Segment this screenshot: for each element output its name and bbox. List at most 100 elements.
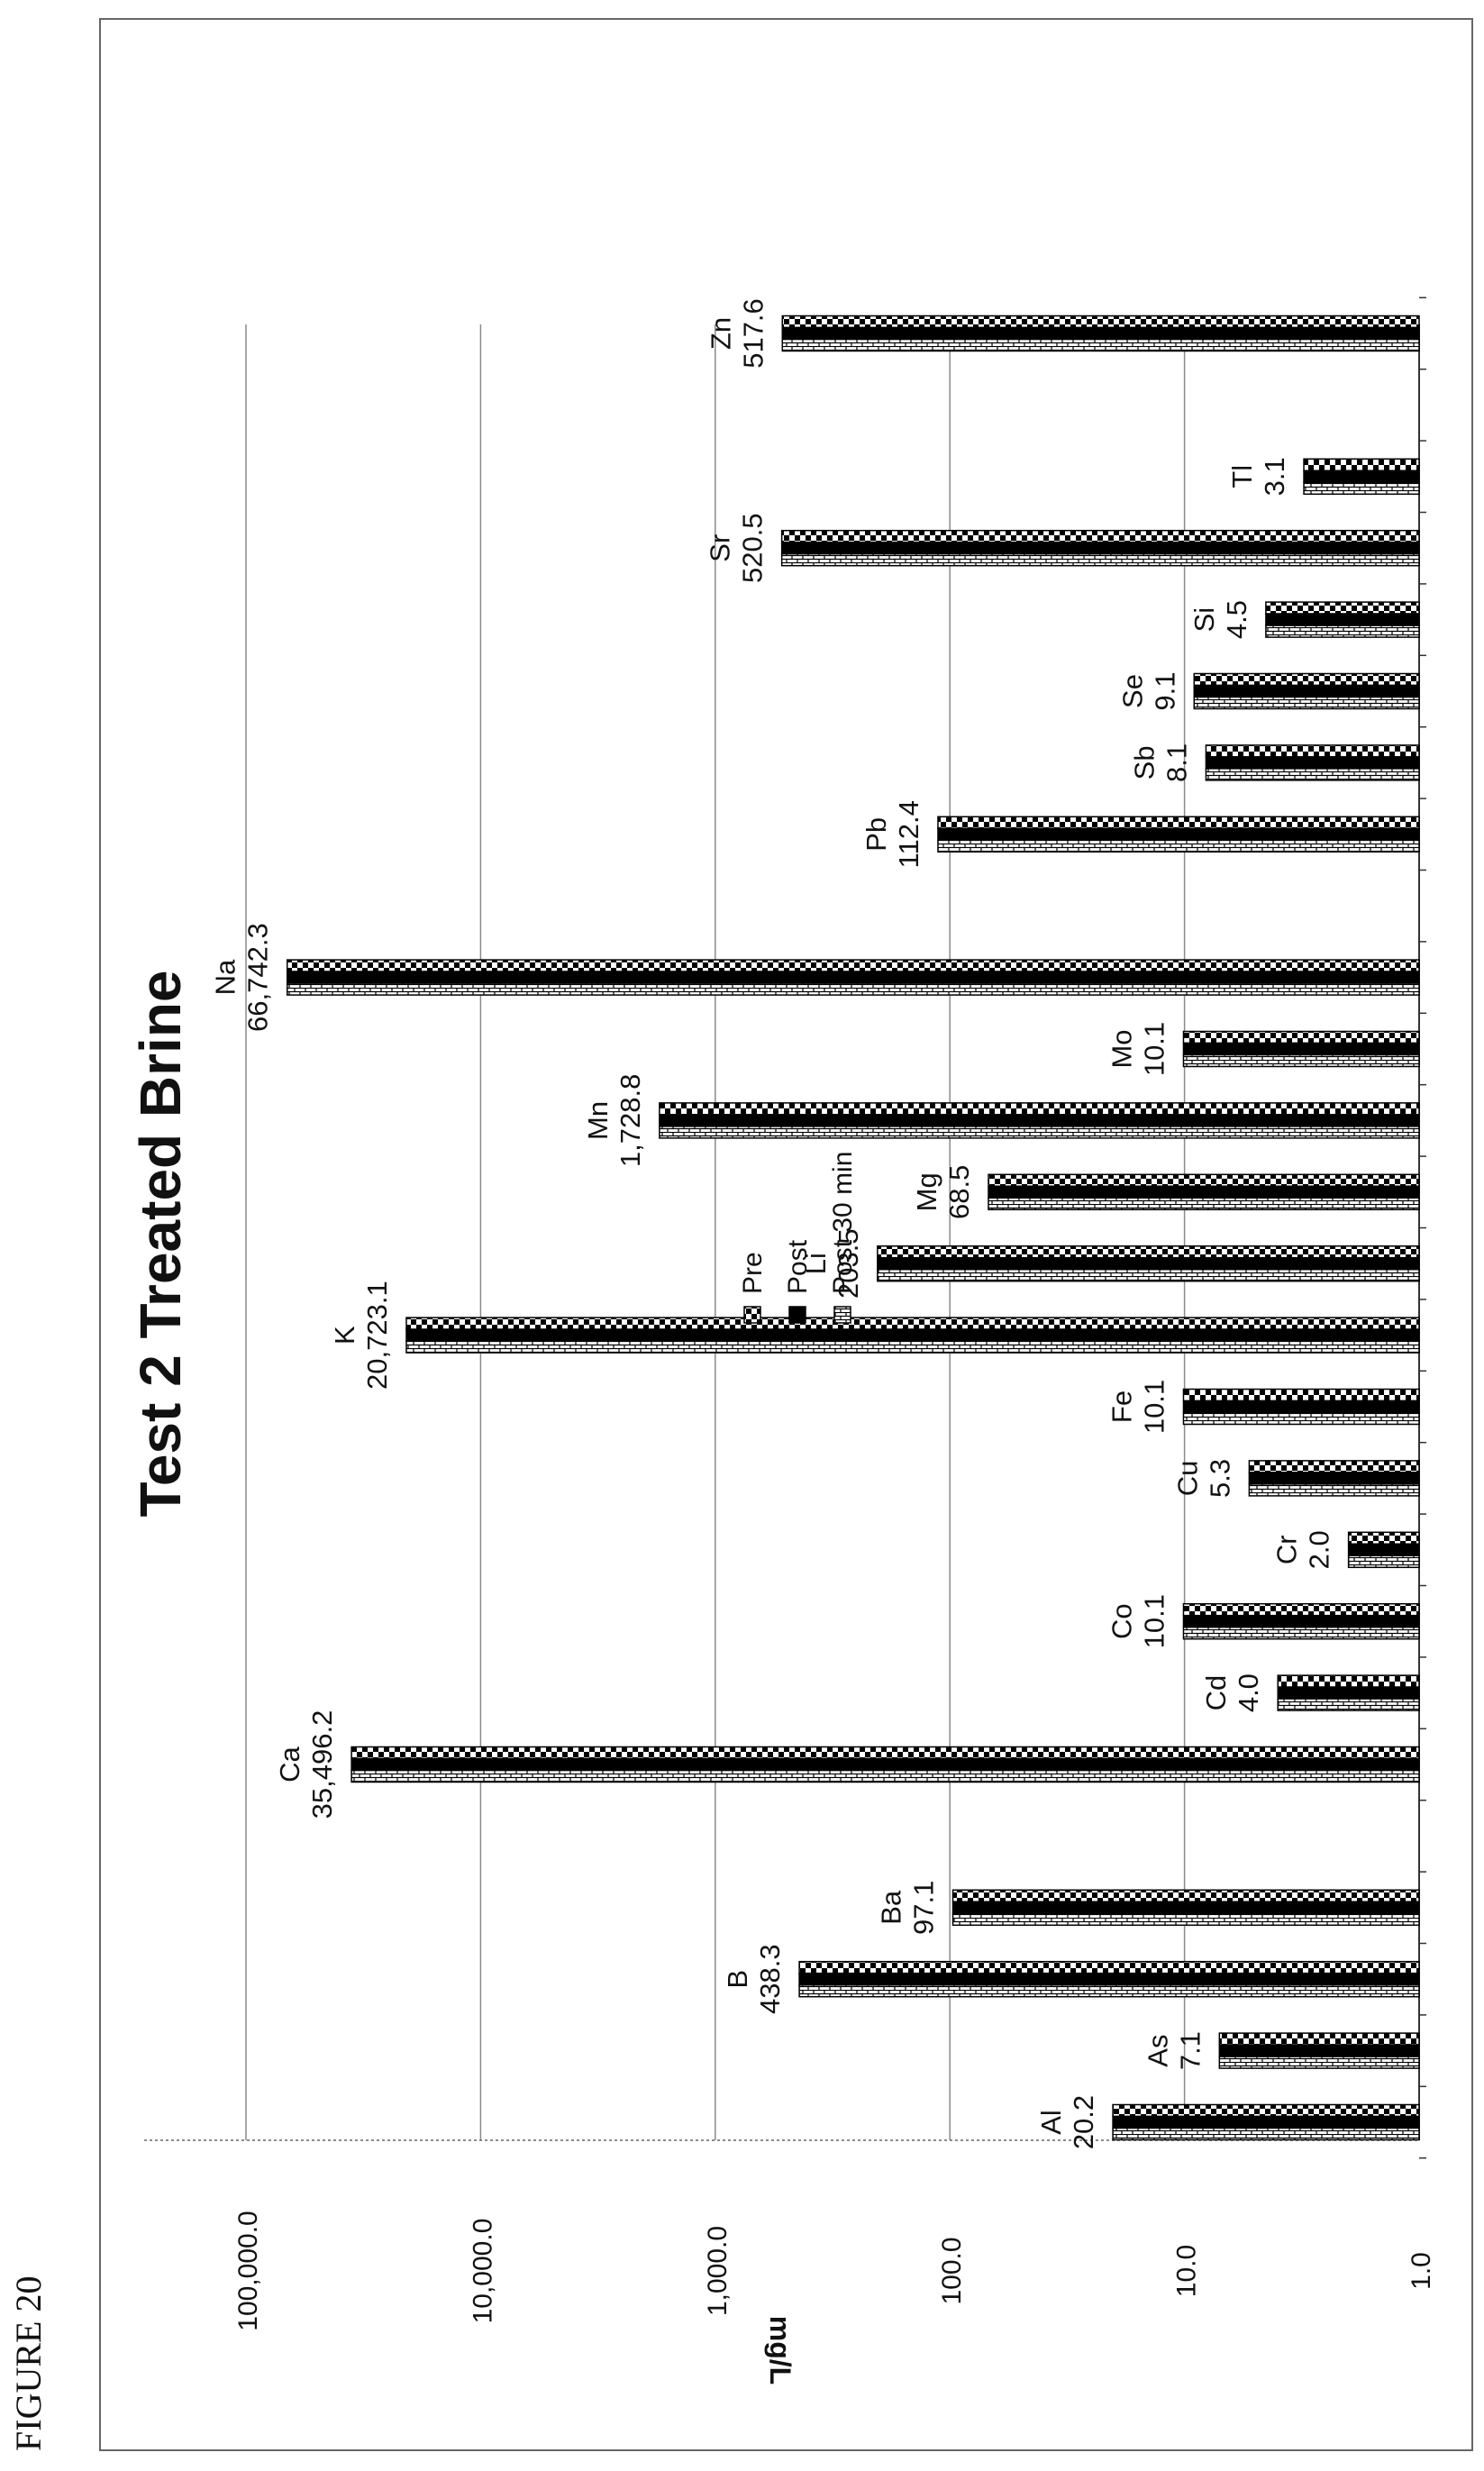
bar-pb-post bbox=[937, 827, 1420, 842]
bar-se-post-30-min bbox=[1193, 696, 1420, 710]
bar-li-post-30-min bbox=[877, 1268, 1420, 1282]
bar-co-post-30-min bbox=[1182, 1626, 1420, 1640]
bar-sr-pre bbox=[780, 529, 1420, 543]
bar-mo-pre bbox=[1182, 1030, 1420, 1044]
category-label: Li bbox=[800, 1253, 832, 1274]
category-label: Co bbox=[1106, 1603, 1137, 1639]
bar-cu-post-30-min bbox=[1248, 1483, 1420, 1497]
bar-si-post-30-min bbox=[1265, 625, 1420, 638]
bar-mg-post bbox=[988, 1185, 1420, 1199]
bar-co-pre bbox=[1182, 1602, 1420, 1617]
data-label: 112.4 bbox=[893, 800, 924, 868]
bar-al-post bbox=[1112, 2115, 1420, 2129]
category-label: Cd bbox=[1200, 1675, 1232, 1711]
bar-pb-pre bbox=[937, 816, 1420, 830]
bar-cd-post bbox=[1277, 1686, 1420, 1700]
bar-fe-post bbox=[1182, 1400, 1420, 1414]
bar-mo-post-30-min bbox=[1182, 1053, 1420, 1068]
y-tick-label: 100.0 bbox=[937, 2237, 967, 2304]
bar-mn-post-30-min bbox=[659, 1126, 1420, 1139]
legend-label: Post bbox=[783, 1239, 813, 1294]
legend-swatch-post-30-min bbox=[833, 1306, 851, 1324]
data-label: 520.5 bbox=[737, 513, 769, 583]
category-label: Cr bbox=[1271, 1535, 1303, 1564]
bar-mo-post bbox=[1182, 1042, 1420, 1056]
category-label: Ca bbox=[274, 1746, 305, 1782]
data-label: 438.3 bbox=[754, 1944, 786, 2014]
bar-co-post bbox=[1182, 1614, 1420, 1628]
bar-mn-pre bbox=[659, 1102, 1420, 1116]
y-tick-label: 100,000.0 bbox=[233, 2211, 263, 2330]
bar-cr-post-30-min bbox=[1347, 1555, 1420, 1569]
bar-al-pre bbox=[1112, 2103, 1420, 2118]
bar-si-pre bbox=[1265, 601, 1420, 615]
category-label: Tl bbox=[1226, 465, 1258, 488]
data-label: 517.6 bbox=[737, 298, 769, 369]
data-label: 97.1 bbox=[908, 1881, 940, 1935]
bar-ca-post-30-min bbox=[351, 1769, 1420, 1783]
bar-na-pre bbox=[286, 959, 1420, 972]
data-label: 8.1 bbox=[1161, 743, 1192, 782]
bar-zn-post bbox=[781, 326, 1420, 341]
bar-pb-post-30-min bbox=[937, 839, 1420, 853]
data-label: 2.0 bbox=[1304, 1530, 1335, 1569]
bar-k-post bbox=[405, 1328, 1420, 1342]
bar-mg-pre bbox=[988, 1173, 1420, 1188]
category-label: Sb bbox=[1128, 745, 1160, 780]
bar-li-post bbox=[877, 1256, 1420, 1271]
y-tick-label: 1.0 bbox=[1407, 2252, 1436, 2290]
legend-swatch-pre bbox=[743, 1306, 761, 1324]
data-label: 4.5 bbox=[1221, 600, 1252, 639]
data-label: 68.5 bbox=[943, 1165, 975, 1219]
y-tick-label: 10.0 bbox=[1172, 2245, 1202, 2297]
bar-sr-post-30-min bbox=[780, 552, 1420, 567]
bar-sb-post bbox=[1205, 756, 1420, 770]
bar-as-pre bbox=[1218, 2032, 1420, 2046]
bar-zn-post-30-min bbox=[781, 338, 1420, 352]
data-label: 20.2 bbox=[1068, 2095, 1099, 2149]
chart-frame bbox=[99, 18, 1473, 2451]
bar-sb-pre bbox=[1205, 744, 1420, 758]
plot-area: 1.0 10.0 100.0 1,000.0 10,000.0 100,000.0 mg/L… bbox=[128, 296, 1436, 2384]
data-label: 5.3 bbox=[1204, 1459, 1235, 1498]
bar-al-post-30-min bbox=[1112, 2127, 1420, 2141]
bar-cd-pre bbox=[1277, 1674, 1420, 1688]
data-label: 35,496.2 bbox=[306, 1710, 338, 1819]
bar-sr-post bbox=[780, 541, 1420, 555]
legend-label: Pre bbox=[738, 1252, 768, 1294]
category-label: Mg bbox=[911, 1172, 942, 1211]
bar-ba-post-30-min bbox=[951, 1912, 1420, 1927]
bar-as-post-30-min bbox=[1218, 2056, 1420, 2069]
data-label: 203.5 bbox=[833, 1228, 864, 1299]
bar-cr-post bbox=[1347, 1543, 1420, 1557]
bar-as-post bbox=[1218, 2044, 1420, 2057]
bar-tl-post bbox=[1303, 470, 1420, 484]
data-label: 9.1 bbox=[1149, 671, 1180, 710]
bar-ba-pre bbox=[951, 1889, 1420, 1903]
legend-swatch-post bbox=[788, 1306, 806, 1324]
category-label: Mn bbox=[582, 1101, 614, 1140]
category-label: Zn bbox=[705, 317, 736, 350]
data-label: 10.1 bbox=[1138, 1380, 1170, 1434]
bar-se-pre bbox=[1193, 672, 1420, 687]
data-label: 4.0 bbox=[1233, 1673, 1264, 1712]
category-label: Sr bbox=[705, 534, 736, 562]
bar-fe-post-30-min bbox=[1182, 1411, 1420, 1426]
y-tick-label: 10,000.0 bbox=[468, 2219, 497, 2324]
bar-na-post bbox=[286, 971, 1420, 984]
category-label: Cu bbox=[1171, 1461, 1203, 1497]
bar-cu-post bbox=[1248, 1472, 1420, 1485]
legend-label: Post 30 min bbox=[828, 1152, 858, 1294]
bar-se-post bbox=[1193, 684, 1420, 698]
data-label: 1,728.8 bbox=[615, 1074, 646, 1167]
bar-tl-post-30-min bbox=[1303, 481, 1420, 496]
y-tick-label: 1,000.0 bbox=[703, 2226, 733, 2316]
bar-fe-pre bbox=[1182, 1388, 1420, 1402]
bar-sb-post-30-min bbox=[1205, 768, 1420, 781]
bar-k-pre bbox=[405, 1317, 1420, 1330]
bar-b-pre bbox=[798, 1960, 1420, 1974]
category-label: Fe bbox=[1106, 1391, 1137, 1423]
bar-ca-pre bbox=[351, 1746, 1420, 1760]
data-label: 10.1 bbox=[1138, 1594, 1170, 1648]
